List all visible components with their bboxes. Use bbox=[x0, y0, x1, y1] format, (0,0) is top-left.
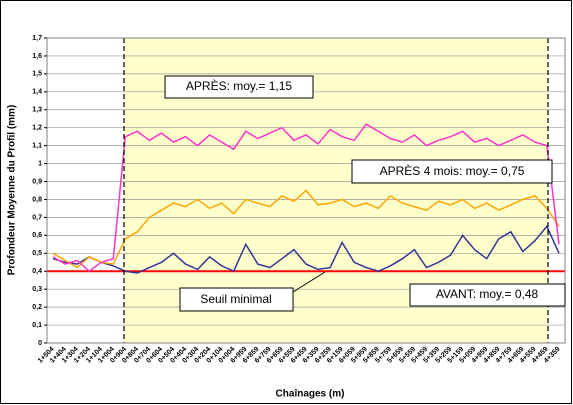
y-tick-label: 0,2 bbox=[32, 304, 42, 311]
y-tick-label: 0,7 bbox=[32, 214, 42, 221]
y-tick-label: 1,5 bbox=[32, 71, 42, 78]
y-tick-label: 0,6 bbox=[32, 232, 42, 239]
y-tick-label: 1,7 bbox=[32, 35, 42, 42]
y-tick-label: 0,9 bbox=[32, 178, 42, 185]
y-tick-label: 1,3 bbox=[32, 107, 42, 114]
y-tick-label: 0,5 bbox=[32, 250, 42, 257]
annotation-box bbox=[164, 75, 314, 99]
lines bbox=[47, 123, 565, 274]
y-axis-title: Profondeur Moyenne du Profil (mm) bbox=[7, 105, 18, 276]
annotation: APRÈS 4 mois: moy.= 0,75 bbox=[380, 163, 525, 178]
x-axis-title: Chaînages (m) bbox=[276, 389, 345, 400]
plot-border bbox=[46, 37, 566, 344]
arrow bbox=[292, 271, 326, 293]
y-tick-label: 1,1 bbox=[32, 142, 42, 149]
series-line bbox=[52, 225, 560, 274]
annotation-box bbox=[179, 287, 294, 312]
y-tick-label: 0,4 bbox=[32, 268, 42, 275]
y-tick-label: 1 bbox=[38, 160, 42, 167]
annotation: AVANT: moy.= 0,48 bbox=[436, 287, 539, 301]
annotation: APRÈS: moy.= 1,15 bbox=[186, 78, 292, 93]
y-tick-label: 0,3 bbox=[32, 286, 42, 293]
y-tick-label: 0,8 bbox=[32, 196, 42, 203]
y-tick-label: 1,4 bbox=[32, 89, 42, 96]
series-line bbox=[52, 123, 560, 273]
y-tick-label: 0 bbox=[38, 340, 42, 347]
y-tick-label: 1,6 bbox=[32, 53, 42, 60]
y-tick-label: 1,2 bbox=[32, 125, 42, 132]
annotation-box bbox=[351, 159, 553, 184]
y-tick-label: 0,1 bbox=[32, 322, 42, 329]
annotation-box bbox=[409, 283, 566, 307]
series-line bbox=[52, 189, 560, 269]
annotation: Seuil minimal bbox=[200, 292, 271, 306]
